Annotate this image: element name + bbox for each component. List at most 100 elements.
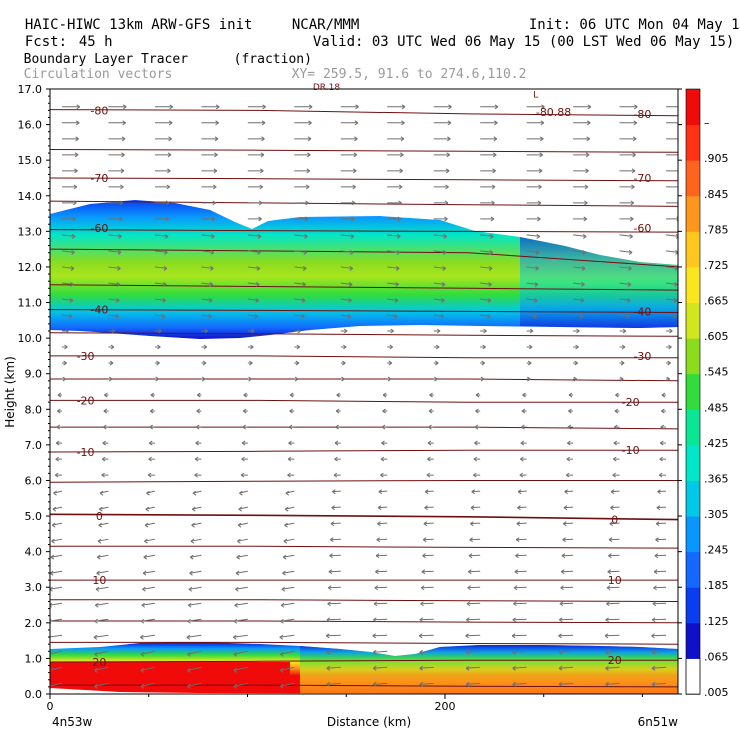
circulation-vector xyxy=(607,586,620,589)
circulation-vector xyxy=(154,234,169,237)
circulation-vector-head xyxy=(258,200,263,206)
circulation-vector-head xyxy=(480,376,485,382)
circulation-vector xyxy=(514,570,527,573)
circulation-vector-head xyxy=(465,649,470,655)
circulation-vector xyxy=(50,570,63,574)
circulation-vector-head xyxy=(73,200,77,206)
circulation-vector-head xyxy=(210,266,214,271)
circulation-vector-head xyxy=(287,456,292,462)
circulation-vector-head xyxy=(373,617,377,623)
circulation-vector-head xyxy=(302,266,307,271)
contour-label: 10 xyxy=(608,574,622,587)
circulation-vector-head xyxy=(239,490,243,496)
circulation-vector xyxy=(326,634,341,637)
circulation-vector-head xyxy=(419,665,423,671)
x-axis-label: Distance (km) xyxy=(327,715,411,729)
circulation-vector-head xyxy=(373,601,378,607)
circulation-vector xyxy=(419,634,434,637)
circulation-vector-head xyxy=(156,360,160,366)
circulation-vector-head xyxy=(95,602,99,608)
circulation-vector-head xyxy=(149,424,154,430)
circulation-vector-head xyxy=(148,440,153,446)
circulation-vector-head xyxy=(651,681,656,687)
circulation-vector-head xyxy=(659,456,663,462)
circulation-vector-head xyxy=(155,376,159,382)
circulation-vector-head xyxy=(50,618,52,624)
circulation-vector-head xyxy=(121,136,126,142)
circulation-vector-head xyxy=(141,602,146,608)
circulation-vector xyxy=(423,538,434,541)
circulation-vector xyxy=(50,554,63,558)
circulation-vector-head xyxy=(661,408,665,414)
circulation-vector xyxy=(526,250,540,253)
circulation-vector-head xyxy=(164,250,168,255)
circulation-vector-head xyxy=(95,586,100,592)
circulation-vector xyxy=(657,490,667,493)
circulation-vector xyxy=(283,554,295,558)
field-unit: (fraction) xyxy=(233,52,312,67)
circulation-vector-head xyxy=(203,344,208,350)
circulation-vector-head xyxy=(53,490,57,496)
circulation-vector-head xyxy=(50,586,53,592)
circulation-vector-head xyxy=(168,120,173,126)
circulation-vector xyxy=(425,490,434,493)
circulation-vector-head xyxy=(626,314,631,319)
circulation-vector-head xyxy=(215,104,220,110)
circulation-vector-head xyxy=(372,633,376,639)
circulation-vector-head xyxy=(256,266,261,271)
circulation-vector xyxy=(573,298,584,301)
circulation-vector-head xyxy=(262,104,266,110)
circulation-vector-head xyxy=(372,649,377,655)
circulation-vector-head xyxy=(445,184,449,190)
circulation-vector xyxy=(146,490,156,494)
circulation-vector-head xyxy=(612,472,616,478)
temperature-contour-line xyxy=(50,248,678,268)
forecast-label: Fcst: xyxy=(24,34,68,50)
circulation-vector xyxy=(376,554,388,557)
circulation-vector-head xyxy=(669,328,673,334)
circulation-vector-head xyxy=(607,569,611,575)
circulation-vector-head xyxy=(351,216,355,222)
circulation-vector-head xyxy=(681,105,684,109)
circulation-vector-head xyxy=(102,424,107,430)
circulation-vector-head xyxy=(209,282,214,287)
circulation-vector-head xyxy=(678,169,681,173)
circulation-vector-head xyxy=(494,104,499,110)
circulation-vector-head xyxy=(475,392,480,398)
circulation-vector-head xyxy=(280,683,284,689)
y-tick-label: 13.0 xyxy=(18,225,43,238)
circulation-vector xyxy=(526,234,540,237)
circulation-vector xyxy=(512,666,527,669)
circulation-vector-head xyxy=(469,537,473,543)
colorbar-swatch xyxy=(686,302,700,339)
y-tick-label: 0.0 xyxy=(25,688,43,701)
circulation-vector-head xyxy=(372,681,377,687)
circulation-vector-head xyxy=(75,120,80,126)
circulation-vector xyxy=(239,490,248,494)
circulation-vector-head xyxy=(94,667,98,673)
circulation-vector xyxy=(247,234,262,237)
circulation-vector-head xyxy=(490,216,495,222)
circulation-vector-head xyxy=(329,553,333,559)
circulation-vector-head xyxy=(520,440,525,446)
circulation-vector-head xyxy=(335,424,339,430)
circulation-vector xyxy=(201,298,213,301)
circulation-vector-head xyxy=(326,617,331,623)
circulation-vector xyxy=(329,554,341,557)
circulation-vector-head xyxy=(380,456,385,462)
x-axis: 0 200 xyxy=(47,694,643,713)
circulation-vector xyxy=(52,506,63,510)
circulation-vector-head xyxy=(491,200,495,206)
circulation-vector-head xyxy=(565,472,570,478)
circulation-vector xyxy=(373,682,388,685)
circulation-vector-head xyxy=(629,216,634,222)
circulation-vector-head xyxy=(102,440,106,446)
y-tick-label: 17.0 xyxy=(18,83,43,96)
circulation-vector-head xyxy=(627,298,631,303)
circulation-vector-head xyxy=(560,585,564,591)
temperature-contour-line xyxy=(50,449,678,453)
circulation-vector xyxy=(340,298,352,301)
circulation-vector-head xyxy=(332,489,336,495)
circulation-vector-head xyxy=(99,490,104,496)
circulation-vector xyxy=(191,522,202,526)
